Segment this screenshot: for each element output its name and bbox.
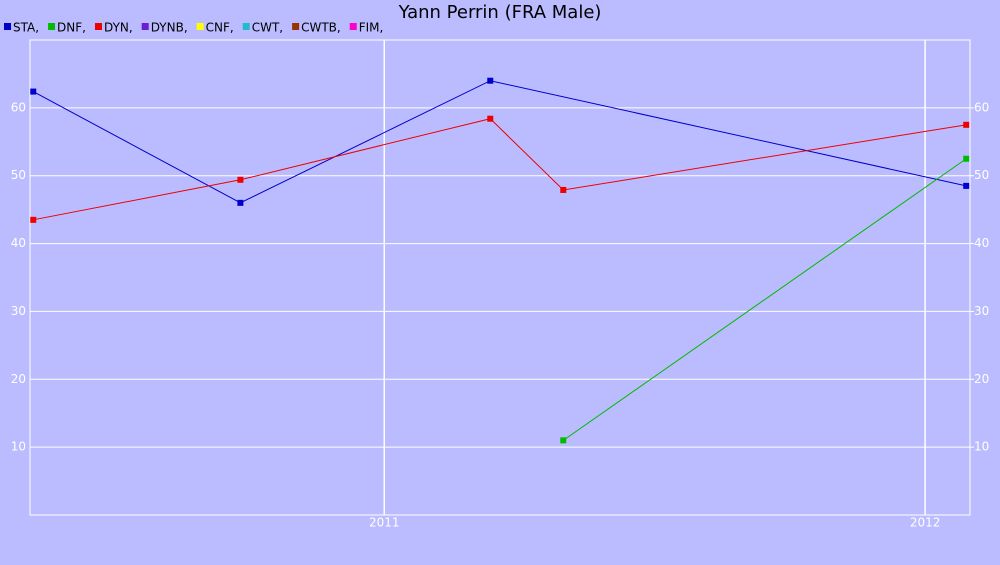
legend-swatch <box>242 23 250 30</box>
y-tick-label: 50 <box>11 168 26 182</box>
legend-swatch <box>292 23 300 30</box>
data-point <box>560 186 567 193</box>
data-point <box>963 121 970 128</box>
legend-label: CWT, <box>252 21 283 35</box>
legend-swatch <box>94 23 102 30</box>
legend-label: DYNB, <box>151 21 188 35</box>
data-point <box>30 88 37 95</box>
y2-tick-label: 50 <box>974 168 989 182</box>
data-point <box>30 216 37 223</box>
data-point <box>237 199 244 206</box>
x-tick-label: 2012 <box>910 516 941 530</box>
legend-swatch <box>349 23 357 30</box>
series-line <box>33 80 967 204</box>
legend-swatch <box>4 23 11 30</box>
plot-area <box>29 39 971 516</box>
series-line <box>562 158 967 441</box>
y-tick-label: 40 <box>11 236 26 250</box>
data-point <box>487 77 494 84</box>
y2-tick-label: 20 <box>974 372 989 386</box>
y-tick-label: 60 <box>11 100 26 114</box>
data-point <box>560 437 567 444</box>
legend-swatch <box>48 23 56 30</box>
data-point <box>237 176 244 183</box>
legend-label: CNF, <box>206 21 234 35</box>
data-point <box>487 115 494 122</box>
y2-tick-label: 30 <box>974 304 989 318</box>
y-tick-label: 10 <box>11 440 26 454</box>
y-tick-label: 20 <box>11 372 26 386</box>
legend-swatch <box>196 23 204 30</box>
y2-tick-label: 60 <box>974 100 989 114</box>
legend-label: DYN, <box>104 21 133 35</box>
y2-tick-label: 10 <box>974 440 989 454</box>
chart-title: Yann Perrin (FRA Male) <box>398 2 602 23</box>
data-point <box>963 182 970 189</box>
y-tick-label: 30 <box>11 304 26 318</box>
data-point <box>963 155 970 162</box>
legend-label: FIM, <box>359 21 384 35</box>
legend-label: CWTB, <box>301 21 341 35</box>
legend-label: STA, <box>13 21 39 35</box>
x-tick-label: 2011 <box>369 516 400 530</box>
y2-tick-label: 40 <box>974 236 989 250</box>
legend-swatch <box>141 23 149 30</box>
legend-label: DNF, <box>57 21 86 35</box>
